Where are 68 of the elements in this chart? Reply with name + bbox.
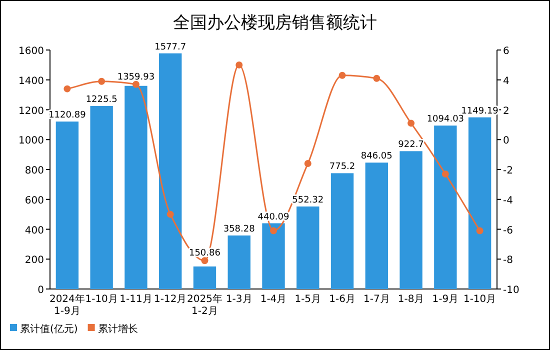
data-label: 775.2 (329, 162, 356, 172)
point (98, 78, 106, 85)
x-tick-label: 1-11月 (120, 294, 152, 305)
data-label: 846.05 (360, 152, 392, 162)
bar (124, 86, 148, 289)
x-tick-label: 1-6月 (329, 294, 356, 305)
data-label: 1225.5 (86, 94, 118, 105)
x-tick-label: 1-12月 (154, 294, 187, 305)
point (338, 72, 346, 79)
point (64, 85, 71, 92)
y2-tick-label: 2 (503, 106, 510, 117)
point (270, 227, 277, 234)
y-tick-label: 800 (24, 166, 44, 176)
bar (262, 223, 285, 289)
point (304, 160, 312, 168)
y-tick-label: 1400 (18, 76, 44, 87)
point (132, 80, 140, 88)
y-tick-label: 1200 (18, 106, 44, 117)
y-tick-label: 1600 (18, 46, 44, 57)
data-label: 1094.03 (426, 114, 464, 125)
bar (90, 106, 113, 289)
y-tick-label: 1000 (18, 136, 44, 147)
bar (400, 151, 422, 289)
y2-tick-label: -6 (503, 225, 513, 236)
y-tick-label: 600 (24, 195, 44, 206)
legend-label: 累计增长 (98, 323, 138, 335)
x-tick-label: 1-10月 (463, 294, 496, 305)
point (236, 61, 243, 68)
bar (468, 117, 492, 289)
x-tick-label: 1-7月 (363, 294, 390, 305)
y2-tick-label: 0 (503, 136, 510, 147)
bar (56, 122, 79, 289)
y2-tick-label: -2 (503, 166, 513, 176)
x-tick-label: 1-9月 (432, 294, 459, 305)
point (476, 227, 484, 234)
data-label: 358.28 (223, 224, 256, 234)
data-label: 922.7 (398, 140, 424, 150)
y2-tick-label: 4 (503, 76, 510, 87)
y2-tick-label: -10 (503, 285, 520, 296)
bar (296, 206, 320, 289)
x-tick-label: 1-10月 (85, 294, 118, 305)
bar (330, 173, 354, 289)
point (442, 170, 449, 178)
y2-tick-label: 6 (503, 46, 510, 57)
chart-title: 全国办公楼现房销售额统计 (173, 13, 377, 33)
y2-tick-label: -8 (503, 255, 513, 266)
y-tick-label: 0 (38, 285, 44, 296)
legend-label: 累计值(亿元) (20, 323, 78, 335)
x-tick-label: 2025年 1-2月 (187, 293, 222, 317)
x-tick-label: 1-5月 (294, 294, 322, 305)
x-tick-label: 2024年 1-9月 (49, 293, 85, 317)
data-label: 1577.7 (154, 42, 186, 52)
point (201, 257, 208, 264)
bar (228, 235, 250, 289)
y-tick-label: 400 (24, 225, 44, 236)
point (408, 120, 415, 127)
x-tick-label: 1-4月 (260, 294, 287, 305)
data-label: 1359.93 (117, 72, 155, 82)
bar (365, 162, 388, 289)
x-tick-label: 1-3月 (226, 294, 252, 305)
y2-tick-label: -4 (503, 195, 513, 206)
bar (434, 126, 457, 289)
bar (193, 266, 216, 289)
x-tick-label: 1-8月 (398, 294, 424, 305)
point (166, 210, 174, 218)
bar (159, 53, 182, 289)
y-tick-label: 200 (24, 255, 44, 266)
point (373, 74, 380, 82)
